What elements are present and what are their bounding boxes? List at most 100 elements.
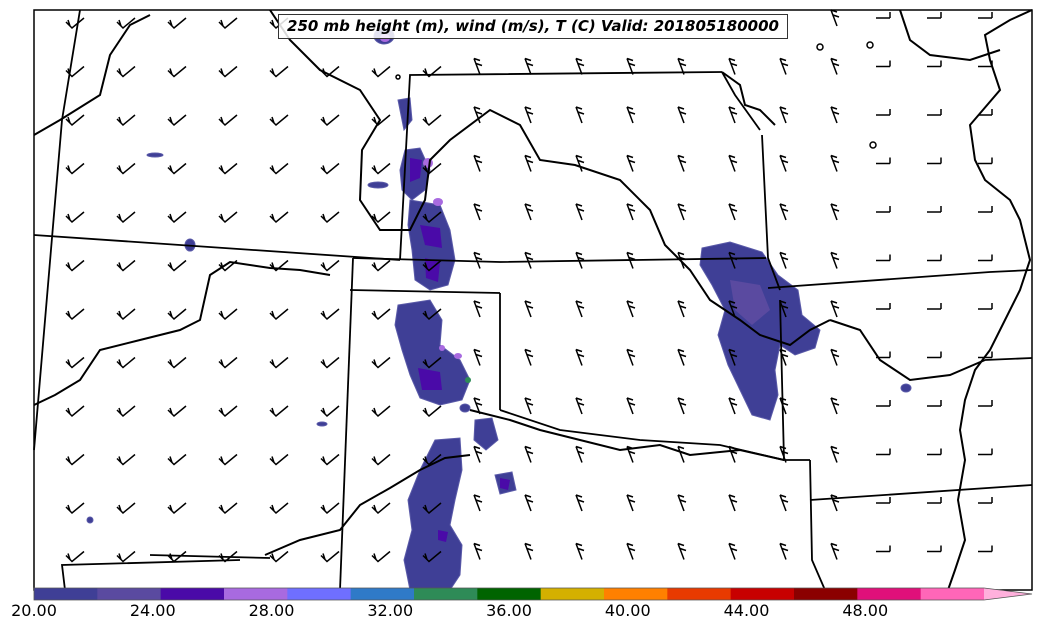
wind-barb <box>422 502 442 515</box>
river-missouri <box>269 9 831 347</box>
wind-barb <box>876 497 891 504</box>
wind-barb <box>167 308 187 321</box>
wind-barb <box>269 453 289 466</box>
wind-barb <box>269 162 289 175</box>
lake-3 <box>869 141 877 149</box>
wind-barb <box>167 453 187 466</box>
wind-barb <box>677 300 687 318</box>
wind-barb <box>473 57 483 75</box>
wind-barb <box>876 303 891 310</box>
border-mississippi <box>984 357 1033 361</box>
wind-barb <box>575 348 585 366</box>
wind-barb <box>65 114 85 127</box>
wind-barb <box>830 57 840 75</box>
temp-fill-west-band-5 <box>403 437 463 591</box>
wind-barb <box>116 308 136 321</box>
wind-barb <box>473 445 483 463</box>
wind-barb <box>524 57 534 75</box>
border-colorado-west <box>339 257 354 591</box>
temp-fill-west-band-1 <box>397 97 413 132</box>
wind-barb <box>927 497 942 504</box>
wind-barb <box>677 445 687 463</box>
wind-barb <box>524 494 534 512</box>
wind-barb <box>269 308 289 321</box>
rivers-layer <box>33 9 1033 591</box>
colorbar-tick-label: 20.00 <box>11 601 57 620</box>
wind-barb <box>728 494 738 512</box>
wind-barb <box>167 502 187 515</box>
wind-barb <box>65 211 85 224</box>
wind-barb <box>320 308 340 321</box>
wind-barb <box>473 154 483 172</box>
wind-barb <box>927 303 942 310</box>
wind-barb <box>371 405 391 418</box>
wind-barb <box>876 12 891 19</box>
wind-barb <box>116 259 136 272</box>
colorbar-segment <box>540 588 605 600</box>
temp-accent-2 <box>420 225 442 248</box>
wind-barb <box>116 65 136 78</box>
colorbar-tick-label: 32.00 <box>367 601 414 620</box>
border-wyoming-east <box>399 71 723 261</box>
wind-barb <box>779 542 789 560</box>
wind-barb <box>269 502 289 515</box>
wind-barb <box>830 106 840 124</box>
wind-barb <box>320 502 340 515</box>
wind-barb <box>779 300 789 318</box>
wind-barb <box>473 494 483 512</box>
wind-barb <box>575 542 585 560</box>
wind-barb <box>575 203 585 221</box>
wind-barb <box>167 65 187 78</box>
wind-barb <box>422 65 442 78</box>
wind-barb <box>371 211 391 224</box>
state-borders <box>33 9 1033 591</box>
temp-light-2 <box>433 198 443 206</box>
colorbar-segment <box>97 588 162 600</box>
wind-barb <box>371 502 391 515</box>
wind-barb <box>677 203 687 221</box>
wind-barb <box>65 550 85 563</box>
wind-barb <box>320 162 340 175</box>
border-new-mexico-north <box>349 289 501 294</box>
colorbar-segment <box>224 588 288 600</box>
wind-barb <box>830 154 840 172</box>
temp-fill-west-band-4 <box>394 299 471 406</box>
wind-barb <box>830 9 840 27</box>
colorbar-segment <box>34 588 98 600</box>
river-snake <box>33 14 151 136</box>
wind-barb <box>626 300 636 318</box>
wind-barb <box>422 308 442 321</box>
wind-barb <box>167 405 187 418</box>
border-louisiana <box>809 484 1033 501</box>
wind-barb <box>65 453 85 466</box>
wind-barb <box>927 448 942 456</box>
wind-barb <box>626 397 636 415</box>
wind-barb <box>524 397 534 415</box>
wind-barb <box>779 397 789 415</box>
wind-barb <box>320 356 340 369</box>
wind-barb <box>320 211 340 224</box>
colorbar-tick-label: 40.00 <box>604 601 651 620</box>
wind-barb <box>422 259 442 272</box>
wind-barb <box>927 60 942 68</box>
colorbar-segment <box>160 588 225 600</box>
wind-barb <box>320 453 340 466</box>
wind-barb <box>626 348 636 366</box>
wind-barb <box>116 17 136 30</box>
wind-barb <box>371 356 391 369</box>
wind-barb <box>524 154 534 172</box>
wind-barb <box>978 157 993 165</box>
wind-barb <box>978 206 993 213</box>
temp-accent-5 <box>500 478 510 490</box>
wind-barb <box>876 206 891 213</box>
wind-barb <box>218 211 238 224</box>
wind-barb <box>927 351 942 359</box>
wind-barb <box>269 405 289 418</box>
river-red <box>469 409 785 461</box>
temp-light-3 <box>454 353 462 359</box>
wind-barb <box>779 154 789 172</box>
temp-fill-small-3 <box>367 181 389 189</box>
temp-accent-1 <box>410 158 422 182</box>
lake-4 <box>395 74 401 80</box>
